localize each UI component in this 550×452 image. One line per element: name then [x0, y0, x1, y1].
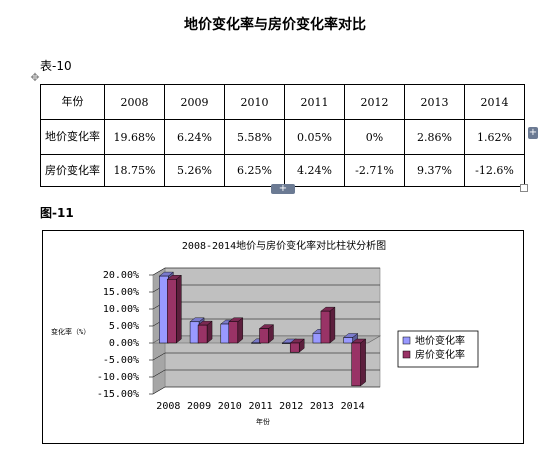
chart-frame: 20.00% 15.00% 10.00% 5.00% 0.00% -5.00% -10.00… — [42, 230, 524, 444]
y-tick-label: 20.00% — [103, 270, 139, 281]
header-cell-year: 年份 — [40, 84, 105, 120]
table-cell: 19.68% — [104, 119, 165, 155]
table-cell: -2.71% — [344, 154, 405, 187]
gridline — [152, 369, 380, 378]
x-tick-label: 2011 — [248, 401, 272, 412]
gridline — [152, 352, 380, 361]
x-axis-label: 年份 — [256, 417, 270, 426]
header-cell: 2008 — [104, 84, 165, 120]
bar — [320, 310, 331, 344]
add-row-button[interactable]: + — [271, 184, 295, 194]
table-cell: 0.05% — [284, 119, 345, 155]
table-cell: 0% — [344, 119, 405, 155]
figure-caption: 图-11 — [40, 206, 74, 220]
bar-side — [176, 274, 182, 344]
table-cell: 2.86% — [404, 119, 465, 155]
x-tick-label: 2008 — [156, 401, 180, 412]
legend-label: 房价变化率 — [415, 348, 465, 361]
y-tick-label: -5.00% — [103, 355, 139, 366]
legend-swatch — [402, 336, 411, 345]
table-header-row: 年份 2008 2009 2010 2011 2012 2013 2014 — [40, 84, 525, 120]
bar — [259, 328, 269, 344]
legend-swatch — [402, 350, 411, 359]
y-tick-label: -15.00% — [97, 389, 139, 400]
table-row-land-price: 地价变化率 19.68% 6.24% 5.58% 0.05% 0% 2.86% … — [40, 119, 525, 155]
y-axis-label: 变化率（%） — [51, 327, 90, 336]
bar — [189, 321, 200, 344]
header-cell: 2014 — [464, 84, 525, 120]
bar — [251, 342, 261, 344]
bar — [343, 337, 353, 344]
bar-side — [329, 306, 336, 344]
chart-title: 2008-2014地价与房价变化率对比柱状分析图 — [182, 239, 386, 252]
header-cell: 2010 — [224, 84, 285, 120]
table-cell: 1.62% — [464, 119, 525, 155]
legend-label: 地价变化率 — [415, 334, 465, 347]
table-cell: -12.6% — [464, 154, 525, 187]
x-tick-label: 2009 — [187, 401, 211, 412]
table-cell: 4.24% — [284, 154, 345, 187]
bar — [220, 323, 231, 344]
bar — [289, 342, 300, 353]
row-label: 房价变化率 — [40, 154, 105, 187]
header-cell: 2012 — [344, 84, 405, 120]
y-tick-label: 5.00% — [109, 321, 139, 332]
x-tick-label: 2012 — [279, 401, 303, 412]
table-cell: 6.24% — [164, 119, 225, 155]
bar-side — [237, 317, 243, 344]
table-resize-handle[interactable] — [520, 184, 528, 192]
header-cell: 2009 — [164, 84, 225, 120]
bar — [351, 342, 361, 387]
table-cell: 9.37% — [404, 154, 465, 187]
header-cell: 2013 — [404, 84, 465, 120]
x-tick-label: 2010 — [218, 401, 242, 412]
bar-chart: 20.00% 15.00% 10.00% 5.00% 0.00% -5.00% -10.00… — [51, 239, 479, 426]
y-tick-label: -10.00% — [97, 372, 139, 383]
bar — [159, 275, 169, 344]
table-caption: 表-10 — [40, 59, 72, 73]
bar — [312, 333, 323, 344]
move-cross-icon[interactable]: ✥ — [30, 71, 40, 84]
bar — [167, 279, 177, 344]
row-label: 地价变化率 — [40, 119, 105, 155]
table-cell: 5.58% — [224, 119, 285, 155]
table-cell: 18.75% — [104, 154, 165, 187]
gridline — [152, 267, 380, 276]
bar-side — [360, 338, 366, 387]
legend-box — [397, 330, 479, 368]
y-tick-label: 0.00% — [109, 338, 139, 349]
document-title: 地价变化率与房价变化率对比 — [184, 17, 366, 33]
y-tick-label: 15.00% — [103, 287, 139, 298]
table-cell: 5.26% — [164, 154, 225, 187]
x-tick-label: 2014 — [341, 401, 365, 412]
table-cell: 6.25% — [224, 154, 285, 187]
add-column-button[interactable]: + — [528, 127, 538, 139]
y-tick-label: 10.00% — [103, 304, 139, 315]
data-table: 年份 2008 2009 2010 2011 2012 2013 2014 地价… — [40, 84, 525, 187]
gridline — [152, 386, 380, 395]
bar — [228, 321, 239, 344]
header-cell: 2011 — [284, 84, 345, 120]
bar — [197, 324, 208, 344]
table-row-house-price: 房价变化率 18.75% 5.26% 6.25% 4.24% -2.71% 9.… — [40, 154, 525, 187]
x-tick-label: 2013 — [310, 401, 334, 412]
